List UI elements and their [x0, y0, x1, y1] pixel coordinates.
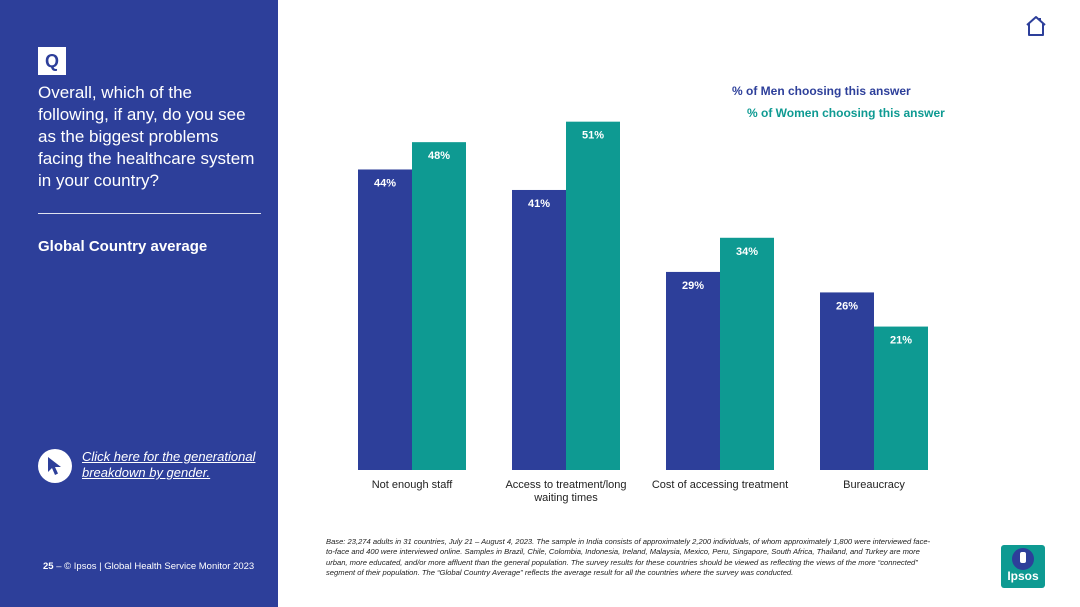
- bar-women-1: [566, 121, 620, 471]
- footer: 25 – © Ipsos | Global Health Service Mon…: [43, 561, 254, 572]
- base-note: Base: 23,274 adults in 31 countries, Jul…: [326, 537, 931, 578]
- bar-men-0: [358, 169, 412, 470]
- question-sidebar: Q Overall, which of the following, if an…: [0, 0, 278, 607]
- bar-chart: 44% 48% Not enough staff 41% 51% Access to tr…: [358, 121, 928, 504]
- cursor-icon[interactable]: [38, 449, 72, 483]
- bar-women-0: [412, 142, 466, 470]
- ipsos-logo-text: Ipsos: [1007, 569, 1039, 583]
- data-label-women-3: 21%: [890, 335, 912, 347]
- question-badge: Q: [38, 47, 66, 75]
- data-label-women-1: 51%: [582, 130, 604, 142]
- category-label-3: Bureaucracy: [843, 479, 905, 491]
- ipsos-logo: Ipsos: [1001, 545, 1045, 588]
- legend-men: % of Men choosing this answer: [732, 84, 911, 98]
- legend-women: % of Women choosing this answer: [747, 106, 945, 120]
- data-label-women-0: 48%: [428, 150, 450, 162]
- bar-men-1: [512, 189, 566, 470]
- footer-text: – © Ipsos | Global Health Service Monito…: [53, 561, 255, 572]
- category-label-2: Cost of accessing treatment: [652, 479, 788, 491]
- category-label-1: Access to treatment/long waiting times: [505, 479, 626, 504]
- chart-subtitle: Global Country average: [38, 238, 208, 255]
- home-icon[interactable]: [1024, 14, 1048, 38]
- category-label-0: Not enough staff: [372, 479, 453, 491]
- bar-men-2: [666, 271, 720, 470]
- bar-women-2: [720, 237, 774, 470]
- data-label-men-2: 29%: [682, 280, 704, 292]
- data-label-men-1: 41%: [528, 198, 550, 210]
- generational-breakdown-link[interactable]: Click here for the generational breakdow…: [82, 449, 256, 480]
- page-number: 25: [43, 561, 54, 572]
- bar-women-3: [874, 326, 928, 470]
- sidebar-divider: [38, 213, 261, 214]
- data-label-men-3: 26%: [836, 300, 858, 312]
- data-label-women-2: 34%: [736, 246, 758, 258]
- bar-men-3: [820, 292, 874, 470]
- data-label-men-0: 44%: [374, 177, 396, 189]
- question-text: Overall, which of the following, if any,…: [38, 83, 255, 190]
